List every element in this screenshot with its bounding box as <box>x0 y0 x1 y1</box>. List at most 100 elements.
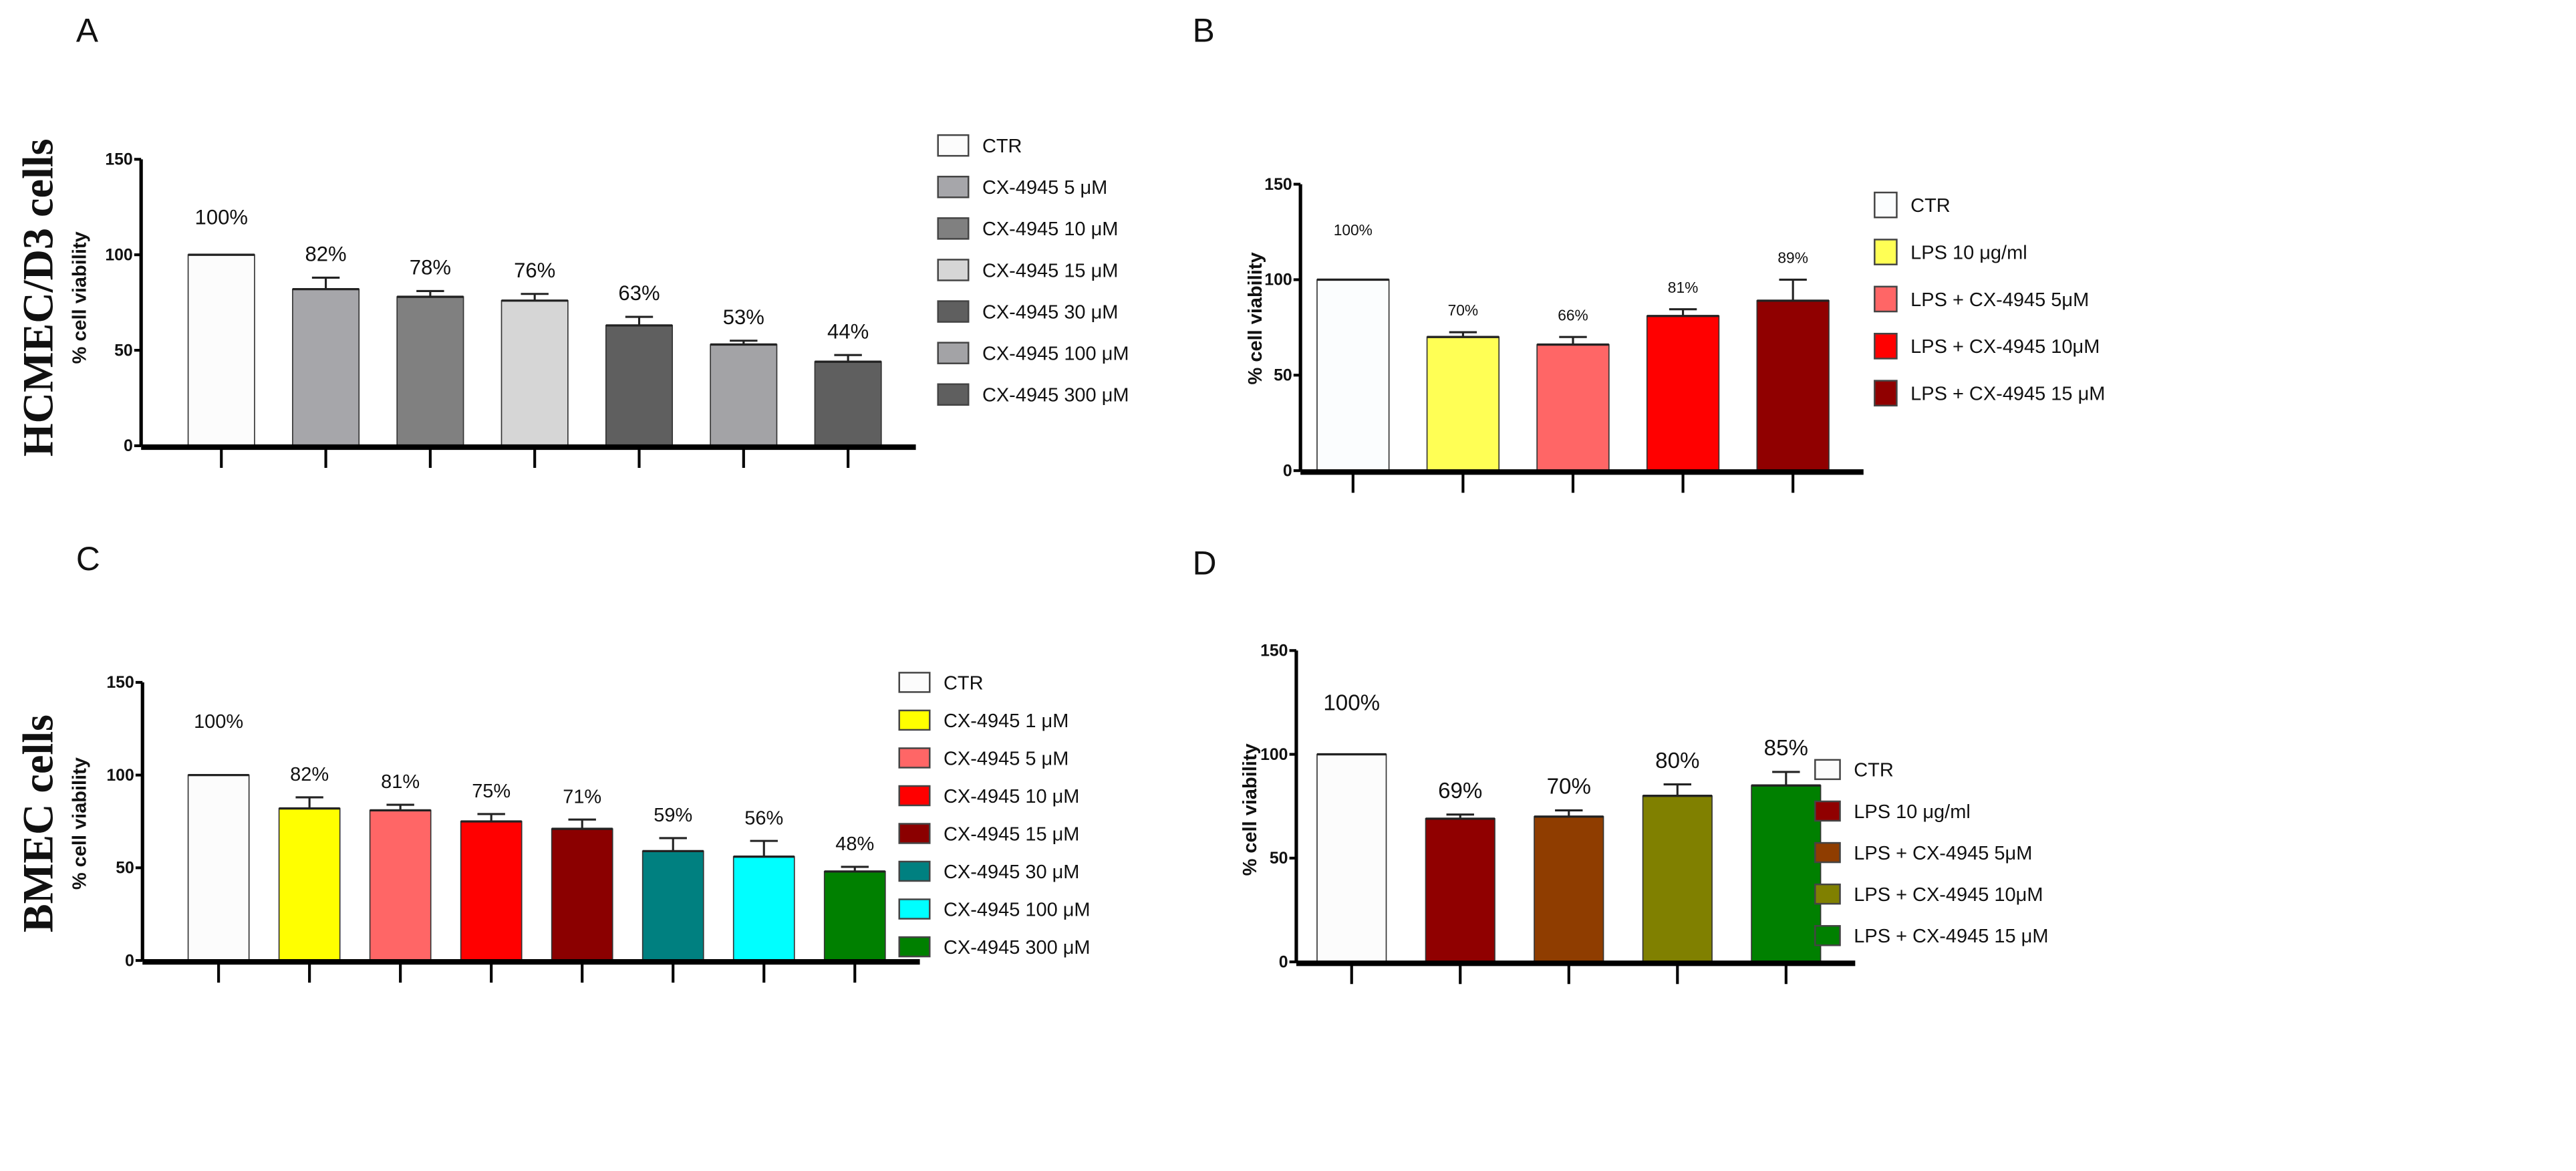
y-axis-label: % cell viability <box>1240 743 1261 876</box>
legend-swatch <box>1874 285 1898 313</box>
legend-swatch <box>937 342 970 364</box>
legend-swatch <box>1814 925 1841 946</box>
legend-label: CX-4945 300 μM <box>944 937 1091 958</box>
data-label: 75% <box>472 781 511 802</box>
legend-label: LPS + CX-4945 5μM <box>1854 843 2032 864</box>
y-tick-label: 50 <box>114 342 133 360</box>
bar <box>1534 815 1604 962</box>
bar <box>732 856 795 961</box>
legend-swatch <box>937 217 970 240</box>
bar <box>605 325 674 446</box>
legend-label: LPS + CX-4945 15 μM <box>1854 926 2048 947</box>
legend-label: CTR <box>1910 195 1951 217</box>
y-tick-label: 100 <box>105 246 132 264</box>
data-label: 82% <box>290 764 329 785</box>
bar <box>1536 344 1610 471</box>
data-label: 71% <box>563 786 601 807</box>
bar <box>1316 753 1387 962</box>
legend-swatch <box>898 785 931 807</box>
legend-swatch <box>898 672 931 693</box>
data-label: 82% <box>305 243 346 266</box>
legend-label: LPS + CX-4945 10μM <box>1910 336 2100 358</box>
y-tick-label: 0 <box>124 437 133 455</box>
bar <box>641 850 704 961</box>
legend-swatch <box>1874 380 1898 407</box>
legend-swatch <box>898 936 931 958</box>
legend-label: LPS 10 μg/ml <box>1910 242 2027 263</box>
legend-label: LPS + CX-4945 15 μM <box>1910 384 2105 405</box>
legend-label: LPS 10 μg/ml <box>1854 801 1971 823</box>
bar <box>278 807 341 961</box>
bar <box>551 828 613 961</box>
y-tick-label: 100 <box>106 767 134 785</box>
data-label: 44% <box>827 319 869 343</box>
legend-swatch <box>1874 191 1898 219</box>
legend-label: CX-4945 10 μM <box>982 219 1118 240</box>
panel-letter: B <box>1193 11 1215 49</box>
legend-swatch <box>898 898 931 920</box>
bar <box>369 809 432 961</box>
data-label: 59% <box>654 805 692 826</box>
bar <box>187 774 250 961</box>
legend-swatch <box>1814 800 1841 822</box>
data-label: 100% <box>194 711 243 733</box>
bar <box>1756 300 1830 471</box>
y-tick-label: 100 <box>1264 271 1292 289</box>
data-label: 100% <box>1334 221 1373 239</box>
legend-swatch <box>937 300 970 323</box>
bar <box>460 821 523 961</box>
panel-letter: A <box>76 11 99 49</box>
legend-label: CX-4945 100 μM <box>944 899 1091 920</box>
legend-swatch <box>1874 332 1898 360</box>
legend-swatch <box>937 175 970 199</box>
data-label: 63% <box>618 281 660 305</box>
y-tick-label: 0 <box>1279 953 1288 971</box>
data-label: 66% <box>1558 306 1588 323</box>
row-label: BMEC cells <box>15 714 62 932</box>
panel-letter: C <box>76 540 100 577</box>
legend-label: CTR <box>1854 760 1894 781</box>
legend-swatch <box>898 860 931 882</box>
data-label: 69% <box>1438 779 1482 803</box>
y-tick-label: 50 <box>1274 367 1292 385</box>
bar <box>1425 818 1495 962</box>
data-label: 85% <box>1764 736 1808 761</box>
panel-d: D % cell viability 0 50 100 150 100% 69% 70% 80% 8… <box>1193 544 2049 985</box>
data-label: 78% <box>410 256 451 279</box>
legend-label: CX-4945 30 μM <box>944 862 1079 883</box>
bar <box>823 871 886 961</box>
y-tick-label: 150 <box>1264 176 1292 194</box>
legend-label: LPS + CX-4945 10μM <box>1854 884 2043 906</box>
y-axis-label: % cell viability <box>69 757 90 890</box>
legend-swatch <box>898 709 931 731</box>
legend-label: CTR <box>982 136 1022 157</box>
bar <box>1642 795 1713 962</box>
bar <box>814 361 882 446</box>
legend-label: CX-4945 5 μM <box>982 177 1107 199</box>
data-label: 76% <box>514 259 555 282</box>
data-label: 56% <box>744 807 783 829</box>
bar <box>292 288 360 446</box>
legend-swatch <box>1874 239 1898 265</box>
panel-a: A HCMEC/D3 cells % cell viability 0 50 100 150… <box>15 11 1129 469</box>
data-label: 53% <box>723 305 764 329</box>
legend-label: CX-4945 15 μM <box>944 823 1079 845</box>
y-tick-label: 100 <box>1260 746 1288 764</box>
legend-label: CX-4945 10 μM <box>944 786 1079 807</box>
bar <box>500 299 569 446</box>
panel-c: C BMEC cells % cell viability 0 50 100 150 100%… <box>15 540 1091 983</box>
legend-swatch <box>898 823 931 844</box>
row-label: HCMEC/D3 cells <box>15 138 62 457</box>
data-label: 70% <box>1547 775 1591 799</box>
data-label: 100% <box>1323 690 1380 715</box>
legend-label: CTR <box>944 672 984 694</box>
bar <box>710 344 778 446</box>
bar <box>1316 279 1390 471</box>
legend-label: CX-4945 5 μM <box>944 748 1068 769</box>
data-label: 89% <box>1777 249 1808 267</box>
legend-swatch <box>1814 883 1841 905</box>
legend-swatch <box>937 134 970 157</box>
data-label: 81% <box>381 771 420 793</box>
legend-label: CX-4945 30 μM <box>982 301 1118 323</box>
